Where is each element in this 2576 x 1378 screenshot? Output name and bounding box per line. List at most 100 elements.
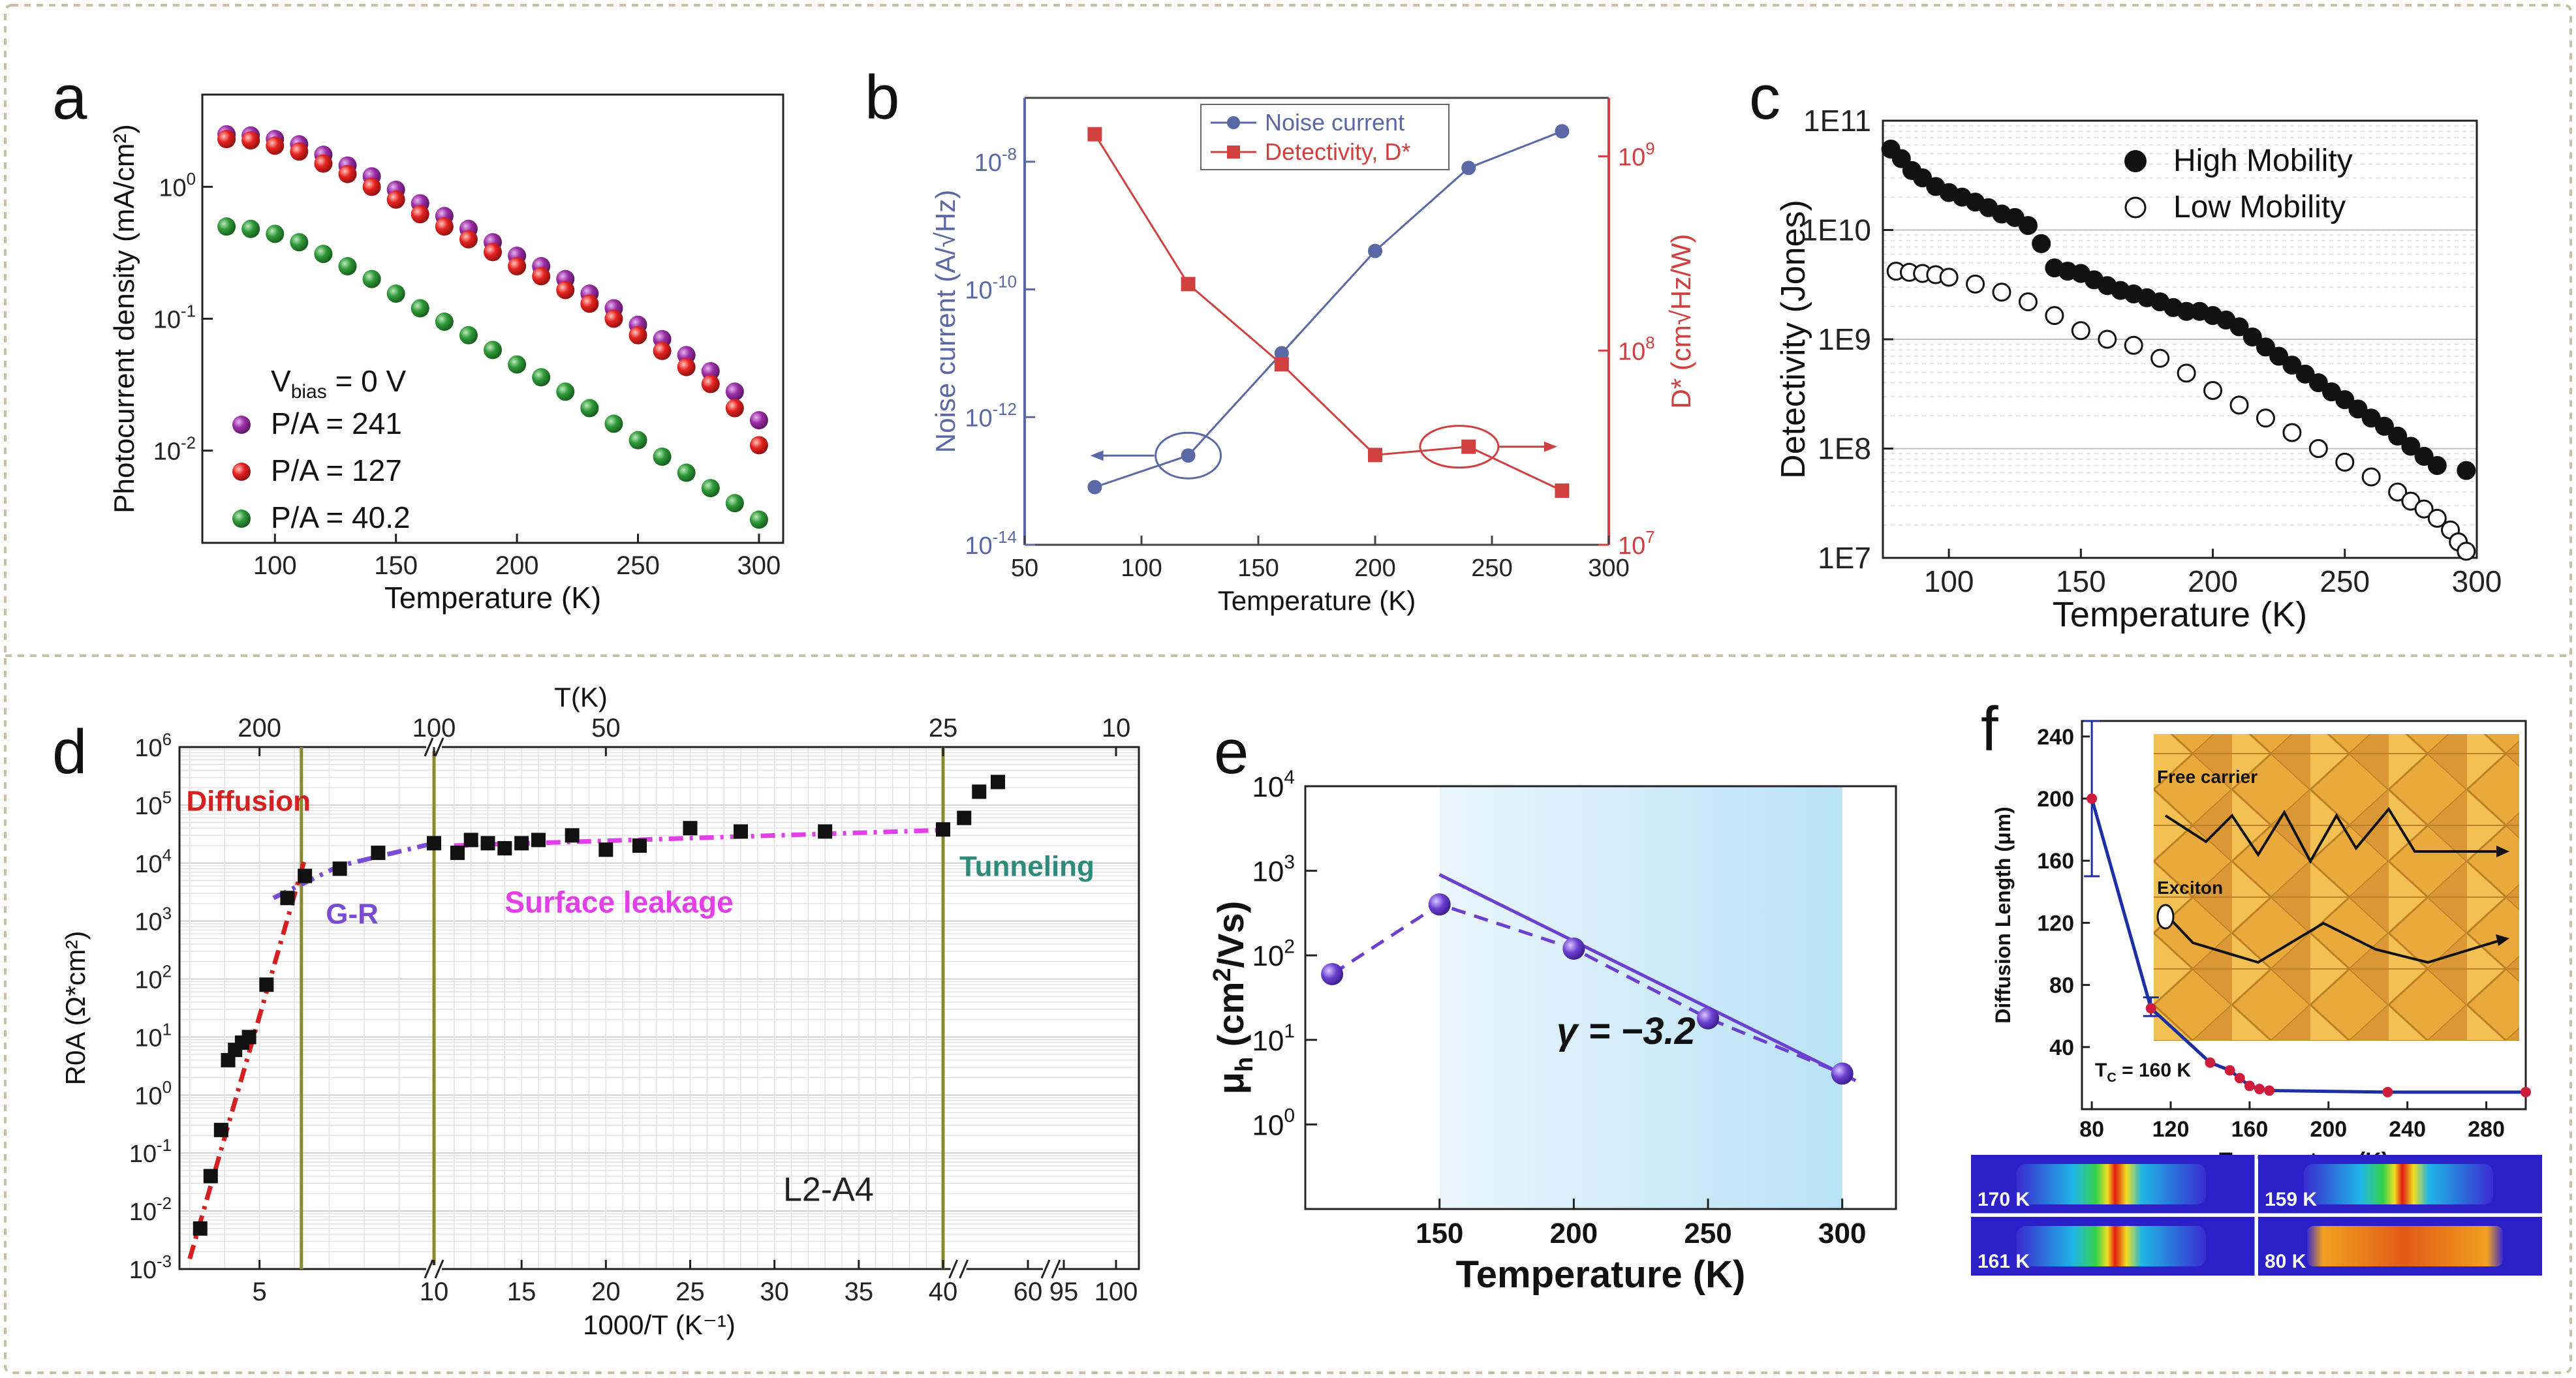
exciton-arrowhead [2496, 934, 2509, 946]
x-tick-label: 300 [737, 551, 781, 580]
data-point [259, 977, 274, 992]
y-left-tick-label: 10-12 [965, 401, 1017, 432]
x-tick-label: 10 [420, 1278, 449, 1306]
panel-labels: a b c d e f [52, 63, 1998, 787]
data-point-open [2282, 423, 2302, 442]
detectivity-point [1181, 277, 1196, 292]
top-tick-label: 200 [238, 714, 281, 743]
y-tick-label: 200 [2037, 787, 2074, 812]
data-point-red [701, 375, 720, 393]
data-point-filled [2401, 436, 2421, 456]
y-tick-label: 104 [134, 847, 172, 878]
y-tick-label: 160 [2037, 849, 2074, 874]
x-tick-label: 200 [495, 551, 539, 580]
x-tick-label: 150 [1237, 555, 1279, 582]
data-point-filled [2388, 426, 2408, 446]
data-point-red [484, 243, 502, 262]
pl-image-spot [2017, 1164, 2206, 1204]
x-tick-label: 200 [2188, 564, 2238, 598]
noise-point [1555, 124, 1570, 139]
x-tick-label: 200 [1550, 1217, 1598, 1249]
tc-label: TC = 160 K [2095, 1060, 2191, 1085]
x-tick-label: 150 [2056, 564, 2106, 598]
data-point [427, 836, 441, 851]
data-point [936, 822, 950, 837]
detectivity-point [1274, 357, 1289, 372]
noise-point [1274, 346, 1289, 361]
data-point [1562, 937, 1585, 960]
x-tick-label: 30 [760, 1278, 789, 1306]
data-point-purple [749, 411, 768, 430]
legend-label: P/A = 40.2 [271, 500, 411, 534]
data-point-green [217, 217, 236, 236]
data-point-red [314, 154, 333, 173]
data-point-red [362, 177, 381, 196]
bias-annotation: Vbias = 0 V [271, 364, 407, 403]
data-point-filled [2335, 390, 2355, 410]
data-point [480, 836, 495, 851]
y-left-tick-label: 10-10 [965, 273, 1017, 304]
x-tick-label: 280 [2468, 1117, 2505, 1142]
noise-line [1094, 130, 1562, 489]
axis-break [1051, 1259, 1061, 1279]
data-point-open [1966, 274, 1985, 294]
legend-label: P/A = 241 [271, 406, 402, 440]
data-point-filled [2295, 364, 2315, 384]
data-point-red [653, 341, 672, 360]
data-point-filled [2427, 455, 2447, 475]
data-point-green [338, 257, 357, 276]
panel-label-a: a [52, 63, 87, 132]
x-axis-label: Temperature (K) [1218, 585, 1416, 616]
data-point [818, 824, 833, 839]
data-point-green [314, 245, 333, 264]
x-tick-label: 25 [675, 1278, 705, 1306]
x-tick-label: 300 [2452, 564, 2502, 598]
data-point-green [604, 414, 623, 433]
x-axis-label: Temperature (K) [2053, 595, 2307, 634]
detectivity-point [1555, 483, 1570, 498]
callout-arrowhead-detectivity [1544, 441, 1557, 452]
legend-marker-open [2124, 196, 2147, 219]
legend-marker-noise [1227, 116, 1240, 129]
plot-frame [1304, 785, 1897, 1210]
data-point-open [2177, 363, 2196, 383]
data-point-green [459, 326, 478, 344]
data-point-open [1939, 268, 1959, 287]
y-left-tick-label: 10-8 [974, 145, 1017, 177]
pl-image-spot [2304, 1164, 2493, 1204]
y-left-tick-label: 10-14 [965, 528, 1017, 560]
data-point [332, 861, 347, 876]
pl-image-spot [2017, 1226, 2206, 1266]
y-axis-label: Diffusion Length (μm) [1991, 806, 2015, 1023]
data-point [1428, 893, 1451, 916]
top-axis-label: T(K) [554, 682, 608, 712]
data-point [213, 1122, 228, 1137]
data-point-open [2229, 395, 2249, 415]
data-point-green [241, 219, 260, 238]
data-point-red [435, 217, 454, 236]
panel-d-chart: 5 10 15 20 25 30 35 40 60 95 100 200 100 50 25 10 T(K) 10… [60, 682, 1140, 1340]
data-point [531, 833, 546, 848]
data-point-green [386, 284, 405, 303]
data-point-green [362, 269, 381, 288]
data-point-red [604, 309, 623, 328]
axis-break [434, 1259, 444, 1279]
x-tick-label: 200 [1354, 555, 1395, 582]
data-point-open [1992, 283, 2011, 302]
fit-gr [272, 840, 435, 900]
data-point-red [217, 130, 236, 149]
data-point-open [2361, 467, 2381, 487]
data-point-open [2150, 348, 2170, 368]
y-tick-label: 10-2 [129, 1195, 172, 1226]
panel-label-d: d [52, 717, 87, 787]
y-axis-label: Photocurrent density (mA/cm²) [108, 124, 140, 513]
data-point-green [411, 299, 429, 318]
free-carrier-arrowhead [2496, 846, 2509, 857]
y-axis-label: Detectivity (Jones) [1775, 200, 1812, 479]
data-point [2205, 1057, 2216, 1068]
detectivity-point [1461, 439, 1476, 454]
panel-label-b: b [865, 63, 899, 132]
data-point-filled [2269, 346, 2289, 366]
inset-label-free-carrier: Free carrier [2157, 767, 2258, 787]
data-point [2382, 1086, 2393, 1097]
